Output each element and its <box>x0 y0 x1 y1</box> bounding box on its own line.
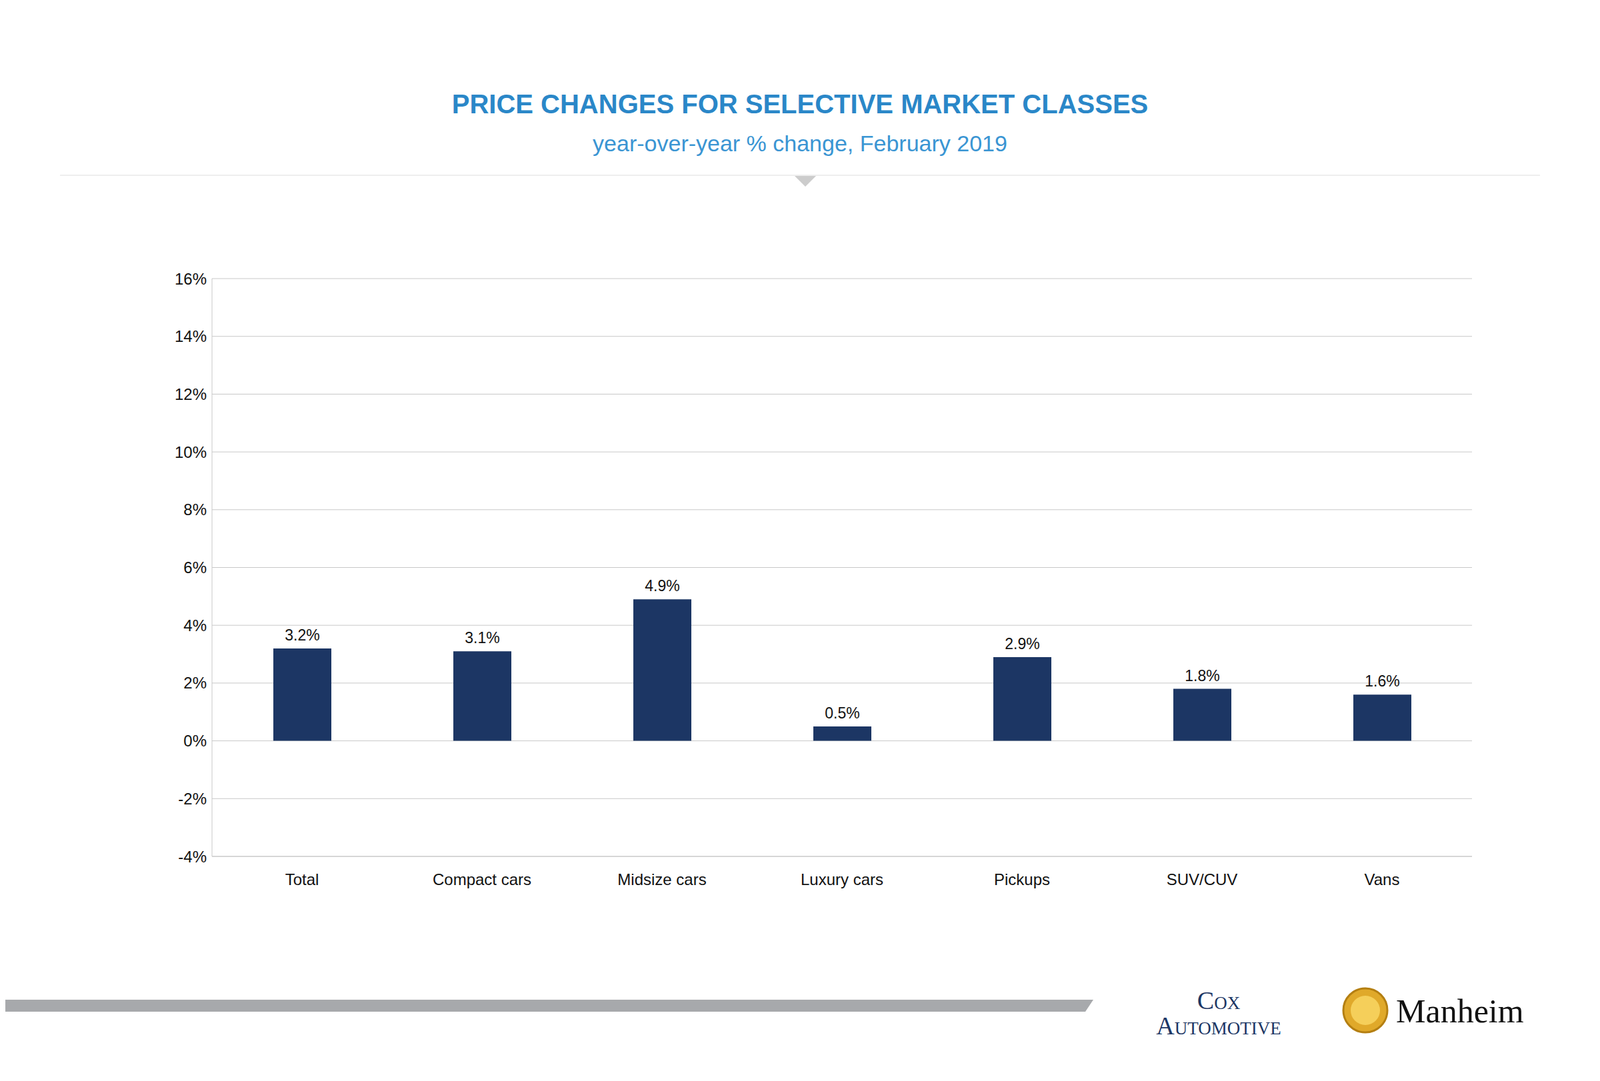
svg-text:Midsize cars: Midsize cars <box>617 870 706 889</box>
html-text:Cox Automotive: Cox Automotive <box>1156 986 1282 1040</box>
html-text:Manheim: Manheim <box>1396 992 1524 1030</box>
svg-text:Pickups: Pickups <box>994 870 1050 889</box>
svg-text:2%: 2% <box>183 674 207 692</box>
svg-text:14%: 14% <box>174 327 207 346</box>
svg-text:1.6%: 1.6% <box>1364 672 1400 690</box>
svg-text:Total: Total <box>285 870 320 889</box>
svg-text:1.8%: 1.8% <box>1184 667 1220 685</box>
svg-text:-4%: -4% <box>178 848 207 866</box>
html-text:PRICE CHANGES FOR SELECTIVE MA: PRICE CHANGES FOR SELECTIVE MARKET CLASS… <box>451 89 1149 119</box>
svg-text:16%: 16% <box>174 270 207 288</box>
svg-text:8%: 8% <box>183 500 207 519</box>
svg-text:3.1%: 3.1% <box>464 629 500 647</box>
svg-text:Luxury cars: Luxury cars <box>800 870 884 889</box>
svg-text:12%: 12% <box>174 385 207 404</box>
svg-text:0.5%: 0.5% <box>824 704 860 722</box>
svg-text:2.9%: 2.9% <box>1004 635 1040 653</box>
svg-text:-2%: -2% <box>178 790 207 808</box>
svg-text:6%: 6% <box>183 558 207 577</box>
svg-text:3.2%: 3.2% <box>284 626 320 644</box>
svg-text:Compact cars: Compact cars <box>432 870 532 889</box>
svg-text:SUV/CUV: SUV/CUV <box>1166 870 1238 889</box>
svg-text:4%: 4% <box>183 616 207 635</box>
svg-text:Vans: Vans <box>1364 870 1400 889</box>
svg-text:4.9%: 4.9% <box>644 577 680 595</box>
html-text:year-over-year % change, Febru: year-over-year % change, February 2019 <box>592 130 1008 156</box>
svg-text:0%: 0% <box>183 732 207 750</box>
svg-text:10%: 10% <box>174 443 207 462</box>
